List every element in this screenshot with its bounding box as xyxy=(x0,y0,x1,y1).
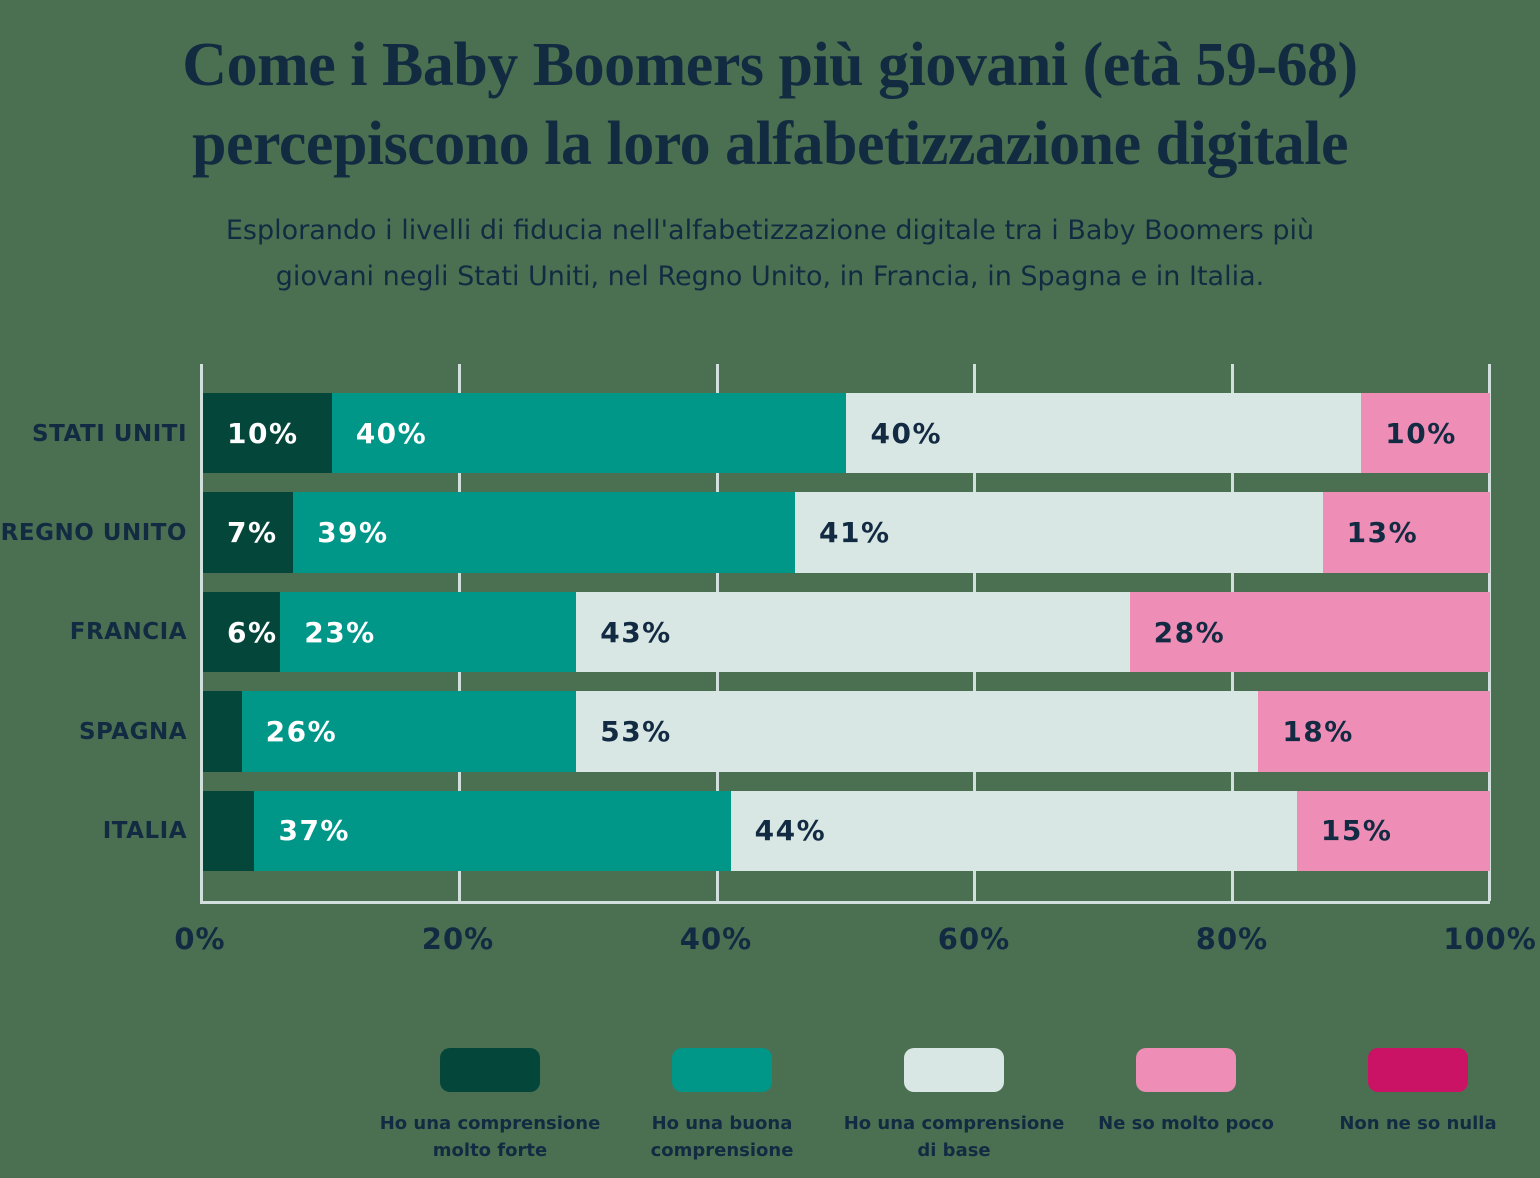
legend-label: Ne so molto poco xyxy=(1098,1113,1274,1134)
legend-label: Ho una comprensione di base xyxy=(843,1113,1065,1161)
bar-segment-value: 40% xyxy=(355,416,428,450)
bar-segment: 6% xyxy=(203,591,281,673)
bar-row-regno-unito: REGNO UNITO 7% 39% 41% 13% xyxy=(1,492,1490,573)
bar-segment-value: 15% xyxy=(1320,814,1393,848)
legend-item: Ho una comprensione di base xyxy=(838,1048,1070,1164)
bar-segment-value: 53% xyxy=(600,714,672,748)
legend-item: Ne so molto poco xyxy=(1070,1048,1302,1164)
x-tick-label-40%: 40% xyxy=(679,922,753,956)
bar-segment-value: 28% xyxy=(1153,615,1226,649)
bar-segment: 40% xyxy=(331,393,847,474)
legend-swatch xyxy=(904,1048,1004,1092)
subtitle-line-1: Esplorando i livelli di fiducia nell'alf… xyxy=(225,215,1315,246)
bar-segment-value: 37% xyxy=(278,814,350,848)
bar-segment-value: 40% xyxy=(870,416,943,450)
bar-row-stati-uniti: STATI UNITI 10% 40% 40% 10% xyxy=(32,393,1490,474)
bar-segment: 28% xyxy=(1129,591,1490,673)
bar-segment-value: 44% xyxy=(754,814,827,848)
bar-segment: 18% xyxy=(1258,691,1490,772)
bar-segment: 26% xyxy=(241,691,577,772)
legend-item: Ho una buona comprensione xyxy=(606,1048,838,1164)
bar-segment xyxy=(203,691,242,772)
bar-segment-value: 6% xyxy=(227,615,278,649)
bar-segment xyxy=(203,790,255,872)
bar-segment-value: 23% xyxy=(304,615,376,649)
x-tick-label-0%: 0% xyxy=(174,922,226,956)
plot-area: STATI UNITI 10% 40% 40% 10% REGNO UNITO 7% 39% 4… xyxy=(1,364,1491,904)
bar-segment: 43% xyxy=(576,591,1130,673)
bar-segment-value: 26% xyxy=(265,714,338,748)
x-tick-label-20%: 20% xyxy=(421,922,495,956)
subtitle-line-2: giovani negli Stati Uniti, nel Regno Uni… xyxy=(275,261,1265,292)
page-title: Come i Baby Boomers più giovani (età 59-… xyxy=(0,0,1540,184)
legend-swatch xyxy=(672,1048,772,1092)
bar-segment: 10% xyxy=(203,393,332,474)
legend-swatch xyxy=(440,1048,540,1092)
bar-segment-value: 41% xyxy=(819,516,891,550)
bar-segment: 53% xyxy=(576,691,1259,772)
bar-segment: 10% xyxy=(1361,393,1490,474)
legend-label: Ho una buona comprensione xyxy=(650,1113,794,1161)
legend: Ho una comprensione molto forte Ho una bu… xyxy=(374,1048,1540,1164)
legend-item: Ho una comprensione molto forte xyxy=(374,1048,606,1164)
bar-segment: 39% xyxy=(293,492,795,573)
title-line-2: percepiscono la loro alfabetizzazione di… xyxy=(192,110,1348,178)
bar-segment-value: 39% xyxy=(317,516,389,550)
bar-row-italia: ITALIA 37% 44% 15% xyxy=(103,790,1490,872)
bar-segment: 41% xyxy=(795,492,1323,573)
legend-swatch xyxy=(1368,1048,1468,1092)
bar-rows: STATI UNITI 10% 40% 40% 10% REGNO UNITO 7% 39% 4… xyxy=(1,364,1490,901)
bar-segment-value: 43% xyxy=(600,615,672,649)
category-label: STATI UNITI xyxy=(32,420,187,447)
legend-label: Non ne so nulla xyxy=(1339,1113,1497,1134)
bar-row-spagna: SPAGNA 26% 53% 18% xyxy=(79,691,1490,772)
bar-segment-value: 7% xyxy=(227,516,278,550)
category-label: ITALIA xyxy=(102,818,187,845)
bar-segment: 40% xyxy=(846,393,1362,474)
bar-segment: 15% xyxy=(1296,790,1490,872)
bar-segment: 13% xyxy=(1322,492,1490,573)
legend-swatch xyxy=(1136,1048,1236,1092)
bar-segment-value: 10% xyxy=(227,416,299,450)
bar-segment-value: 13% xyxy=(1346,516,1419,550)
x-axis: 0% 20% 40% 60% 80% 100% xyxy=(174,904,1535,970)
bar-row-francia: FRANCIA 6% 23% 43% 28% xyxy=(70,591,1490,673)
category-label: FRANCIA xyxy=(69,619,187,646)
x-tick-label-80%: 80% xyxy=(1195,922,1269,956)
stacked-bar-chart: STATI UNITI 10% 40% 40% 10% REGNO UNITO 7% 39% 4… xyxy=(1,364,1536,970)
title-line-1: Come i Baby Boomers più giovani (età 59-… xyxy=(182,31,1358,99)
x-tick-label-100%: 100% xyxy=(1443,922,1537,956)
bar-segment: 44% xyxy=(730,790,1297,872)
category-label: REGNO UNITO xyxy=(0,519,187,546)
legend-item: Non ne so nulla xyxy=(1302,1048,1534,1164)
bar-segment-value: 10% xyxy=(1385,416,1457,450)
x-tick-label-60%: 60% xyxy=(937,922,1011,956)
legend-label: Ho una comprensione molto forte xyxy=(379,1113,601,1161)
bar-segment: 7% xyxy=(203,492,294,573)
bar-segment-value: 18% xyxy=(1282,714,1354,748)
chart-subtitle: Esplorando i livelli di fiducia nell'alf… xyxy=(0,208,1540,300)
category-label: SPAGNA xyxy=(78,718,187,745)
bar-segment: 37% xyxy=(254,790,731,872)
bar-segment: 23% xyxy=(280,591,577,673)
